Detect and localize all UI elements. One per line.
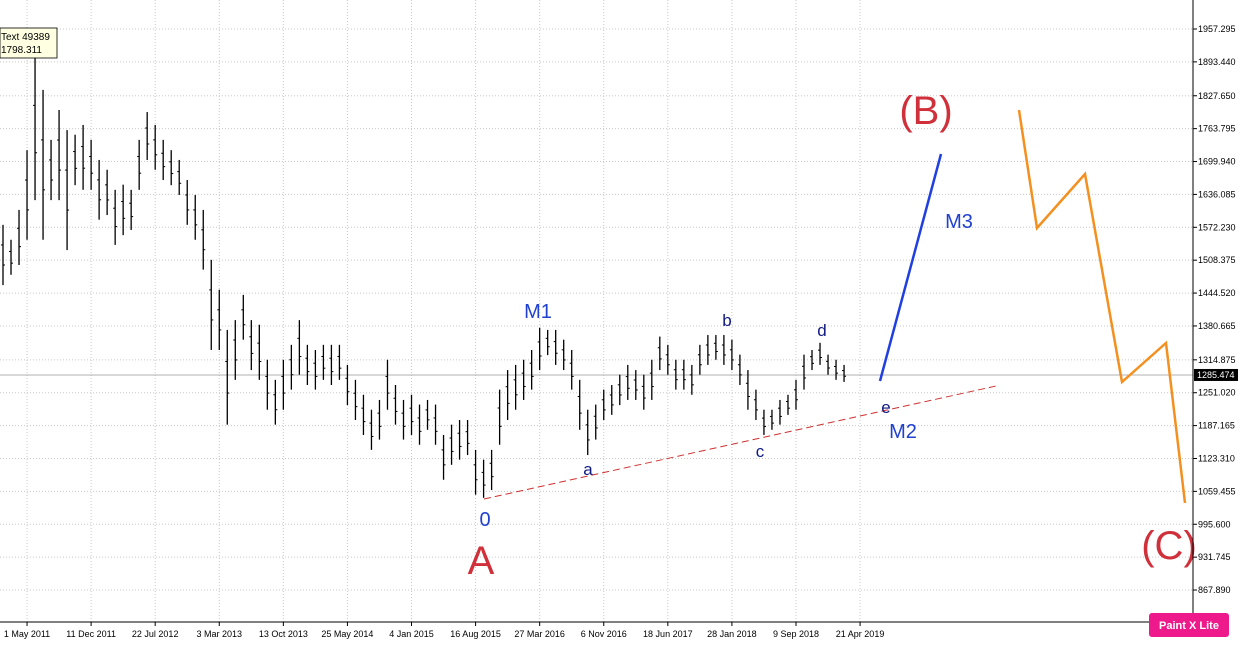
wave-label: A <box>468 539 495 583</box>
x-tick-label: 11 Dec 2011 <box>66 629 116 639</box>
y-tick-label: 1380.665 <box>1198 321 1236 331</box>
y-tick-label: 1957.295 <box>1198 24 1236 34</box>
y-tick-label: 1572.230 <box>1198 222 1236 232</box>
x-tick-label: 9 Sep 2018 <box>773 629 819 639</box>
x-tick-label: 13 Oct 2013 <box>259 629 308 639</box>
x-tick-label: 21 Apr 2019 <box>836 629 885 639</box>
current-price-label: 1285.474 <box>1197 370 1235 380</box>
wave-label: 0 <box>479 509 490 531</box>
projection-m3 <box>878 153 943 382</box>
x-tick-label: 4 Jan 2015 <box>389 629 434 639</box>
x-tick-label: 18 Jun 2017 <box>643 629 693 639</box>
wave-label: e <box>881 398 890 417</box>
y-tick-label: 1827.650 <box>1198 91 1236 101</box>
tooltip: Text 49389 1798.311 <box>0 27 58 59</box>
x-tick-label: 22 Jul 2012 <box>132 629 179 639</box>
wave-label: M2 <box>889 421 917 443</box>
annotations: M1 a b c d e M2 M3 0 A (B) (C) <box>468 89 1197 583</box>
current-price-box <box>1194 368 1238 381</box>
x-tick-label: 27 Mar 2016 <box>514 629 565 639</box>
wave-label: M1 <box>524 301 552 323</box>
tooltip-box <box>0 27 58 59</box>
x-tick-label: 3 Mar 2013 <box>197 629 243 639</box>
wave-label: b <box>722 311 731 330</box>
y-tick-label: 1251.020 <box>1198 388 1236 398</box>
wave-label: a <box>583 460 593 479</box>
y-tick-label: 931.745 <box>1198 552 1231 562</box>
y-tick-label: 1636.085 <box>1198 189 1236 199</box>
tooltip-title: Text 49389 <box>1 32 50 43</box>
x-tick-label: 28 Jan 2018 <box>707 629 757 639</box>
grid <box>0 0 1193 622</box>
y-tick-label: 1699.940 <box>1198 157 1236 167</box>
y-tick-label: 867.890 <box>1198 585 1231 595</box>
x-tick-label: 16 Aug 2015 <box>450 629 501 639</box>
wave-label: M3 <box>945 211 973 233</box>
y-tick-label: 1893.440 <box>1198 57 1236 67</box>
y-tick-label: 1059.455 <box>1198 486 1236 496</box>
projection-abc <box>1017 109 1187 504</box>
wave-label: (C) <box>1141 524 1197 568</box>
x-tick-label: 25 May 2014 <box>321 629 373 639</box>
y-tick-label: 1763.795 <box>1198 124 1236 134</box>
wave-label: c <box>756 442 765 461</box>
y-tick-label: 1314.875 <box>1198 355 1236 365</box>
y-tick-label: 1123.310 <box>1198 453 1235 463</box>
y-tick-label: 1187.165 <box>1198 421 1235 431</box>
x-tick-label: 6 Nov 2016 <box>581 629 627 639</box>
wave-label: (B) <box>899 89 952 133</box>
price-bars <box>1 57 847 498</box>
tooltip-value: 1798.311 <box>1 45 42 56</box>
y-tick-label: 1508.375 <box>1198 255 1236 265</box>
y-tick-label: 995.600 <box>1198 519 1231 529</box>
axis-labels: 867.890 931.745 995.600 1059.455 1123.310 118… <box>4 24 1238 639</box>
badge: Paint X Lite <box>1149 613 1229 637</box>
y-tick-label: 1444.520 <box>1198 288 1236 298</box>
wave-label: d <box>817 321 826 340</box>
badge-box <box>1149 613 1229 637</box>
badge-text: Paint X Lite <box>1159 620 1219 632</box>
x-tick-label: 1 May 2011 <box>4 629 50 639</box>
